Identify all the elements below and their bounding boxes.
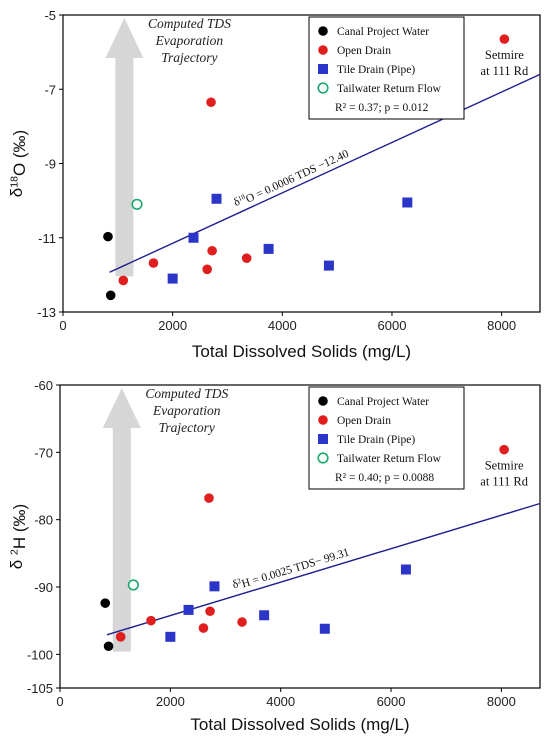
data-point-tile-drain [402,197,413,208]
data-point-tile-drain [183,604,194,615]
chart-2: Computed TDS Evaporation Trajectory 0 2000 40… [7,378,541,734]
regression-equation: δ18O = 0.0006 TDS −12.40 [232,146,351,211]
y-tick-label: -105 [27,681,53,696]
y-tick-label: -7 [44,82,56,97]
x-tick-label: 0 [56,694,63,709]
y-tick-label: -5 [44,8,56,23]
plot-frame [62,14,541,313]
arrow-label-line: Computed TDS [148,16,231,31]
data-point-tailwater [127,579,139,591]
data-point-canal [100,598,111,608]
data-point-open-drain [115,632,126,642]
x-tick-label: 4000 [268,318,297,333]
regression-line [106,502,541,636]
arrow-label-line: Trajectory [161,50,217,65]
y-tick-label: -70 [34,445,53,460]
legend-entry: Canal Project Water [337,26,429,38]
x-tick-label: 8000 [487,694,516,709]
y-axis-label: δ 2H (‰) [7,504,29,569]
legend-marker [318,64,328,74]
data-point-tile-drain [165,631,176,642]
data-point-open-drain [241,253,252,263]
y-tick-label: -80 [34,513,53,528]
legend-entry: Tile Drain (Pipe) [337,434,415,446]
data-point-canal [103,231,113,242]
legend-marker [317,452,329,464]
arrow-label-line: Evaporation [152,403,221,418]
legend-marker [318,415,328,425]
x-tick-label: 6000 [378,318,407,333]
data-point-open-drain [198,623,209,633]
data-point-open-drain [499,444,509,455]
legend-marker [318,434,328,444]
legend-marker [318,45,328,55]
legend-stats: R² = 0.37; p = 0.012 [335,102,429,114]
data-point-open-drain [202,264,212,275]
data-point-tailwater [131,198,143,210]
x-tick-label: 4000 [266,694,295,709]
data-point-open-drain [237,617,247,627]
legend-entry: Open Drain [337,415,391,427]
chart-1: Computed TDS Evaporation Trajectory 0 2000 40… [7,8,541,361]
data-point-tile-drain [323,260,334,271]
data-point-open-drain [146,615,156,626]
y-axis-label: δ18O (‰) [7,130,29,197]
x-tick-label: 0 [59,318,66,333]
legend-entry: Tailwater Return Flow [337,83,442,95]
evaporation-arrow [105,18,144,277]
setmire-label: at 111 Rd [481,64,529,78]
data-point-open-drain [204,493,214,503]
data-point-tile-drain [167,273,178,284]
data-point-canal [103,641,114,652]
legend-entry: Open Drain [337,45,391,57]
regression-line [109,73,541,273]
y-tick-label: -100 [27,647,53,662]
data-point-open-drain [499,34,510,44]
x-tick-label: 2000 [158,318,187,333]
data-point-open-drain [207,245,217,256]
data-point-tile-drain [211,193,222,204]
regression-equation: δ2H = 0.0025 TDS− 99.31 [231,544,351,593]
setmire-label: Setmire [485,48,524,62]
x-axis-label: Total Dissolved Solids (mg/L) [192,342,411,361]
y-tick-label: -60 [34,378,53,393]
arrow-label-line: Computed TDS [145,386,228,401]
arrow-label-line: Evaporation [155,33,224,48]
data-point-open-drain [206,97,216,108]
legend-marker [317,82,329,94]
legend-stats: R² = 0.40; p = 0.0088 [335,472,434,484]
data-point-canal [105,290,116,301]
y-tick-label: -13 [37,305,56,320]
legend [308,386,465,490]
legend-entry: Canal Project Water [337,396,429,408]
legend-entry: Tailwater Return Flow [337,453,442,465]
data-point-open-drain [148,258,159,268]
plot-frame [59,384,541,689]
data-point-tile-drain [209,581,220,592]
data-point-tile-drain [188,232,199,243]
y-tick-label: -9 [44,157,56,172]
legend-entry: Tile Drain (Pipe) [337,64,415,76]
x-tick-label: 2000 [156,694,185,709]
evaporation-arrow [102,388,141,652]
setmire-label: at 111 Rd [480,475,528,489]
setmire-label: Setmire [485,459,524,473]
data-point-tile-drain [400,564,411,575]
data-point-open-drain [205,606,215,617]
x-tick-label: 8000 [487,318,516,333]
x-tick-label: 6000 [377,694,406,709]
x-axis-label: Total Dissolved Solids (mg/L) [190,715,409,734]
legend-marker [318,26,328,36]
y-tick-label: -11 [38,231,56,246]
data-point-tile-drain [263,243,274,254]
legend [308,16,465,120]
arrow-label-line: Trajectory [159,420,215,435]
data-point-tile-drain [319,623,330,634]
y-tick-label: -90 [34,580,53,595]
data-point-tile-drain [259,610,270,621]
data-point-open-drain [118,275,129,286]
legend-marker [318,396,328,406]
